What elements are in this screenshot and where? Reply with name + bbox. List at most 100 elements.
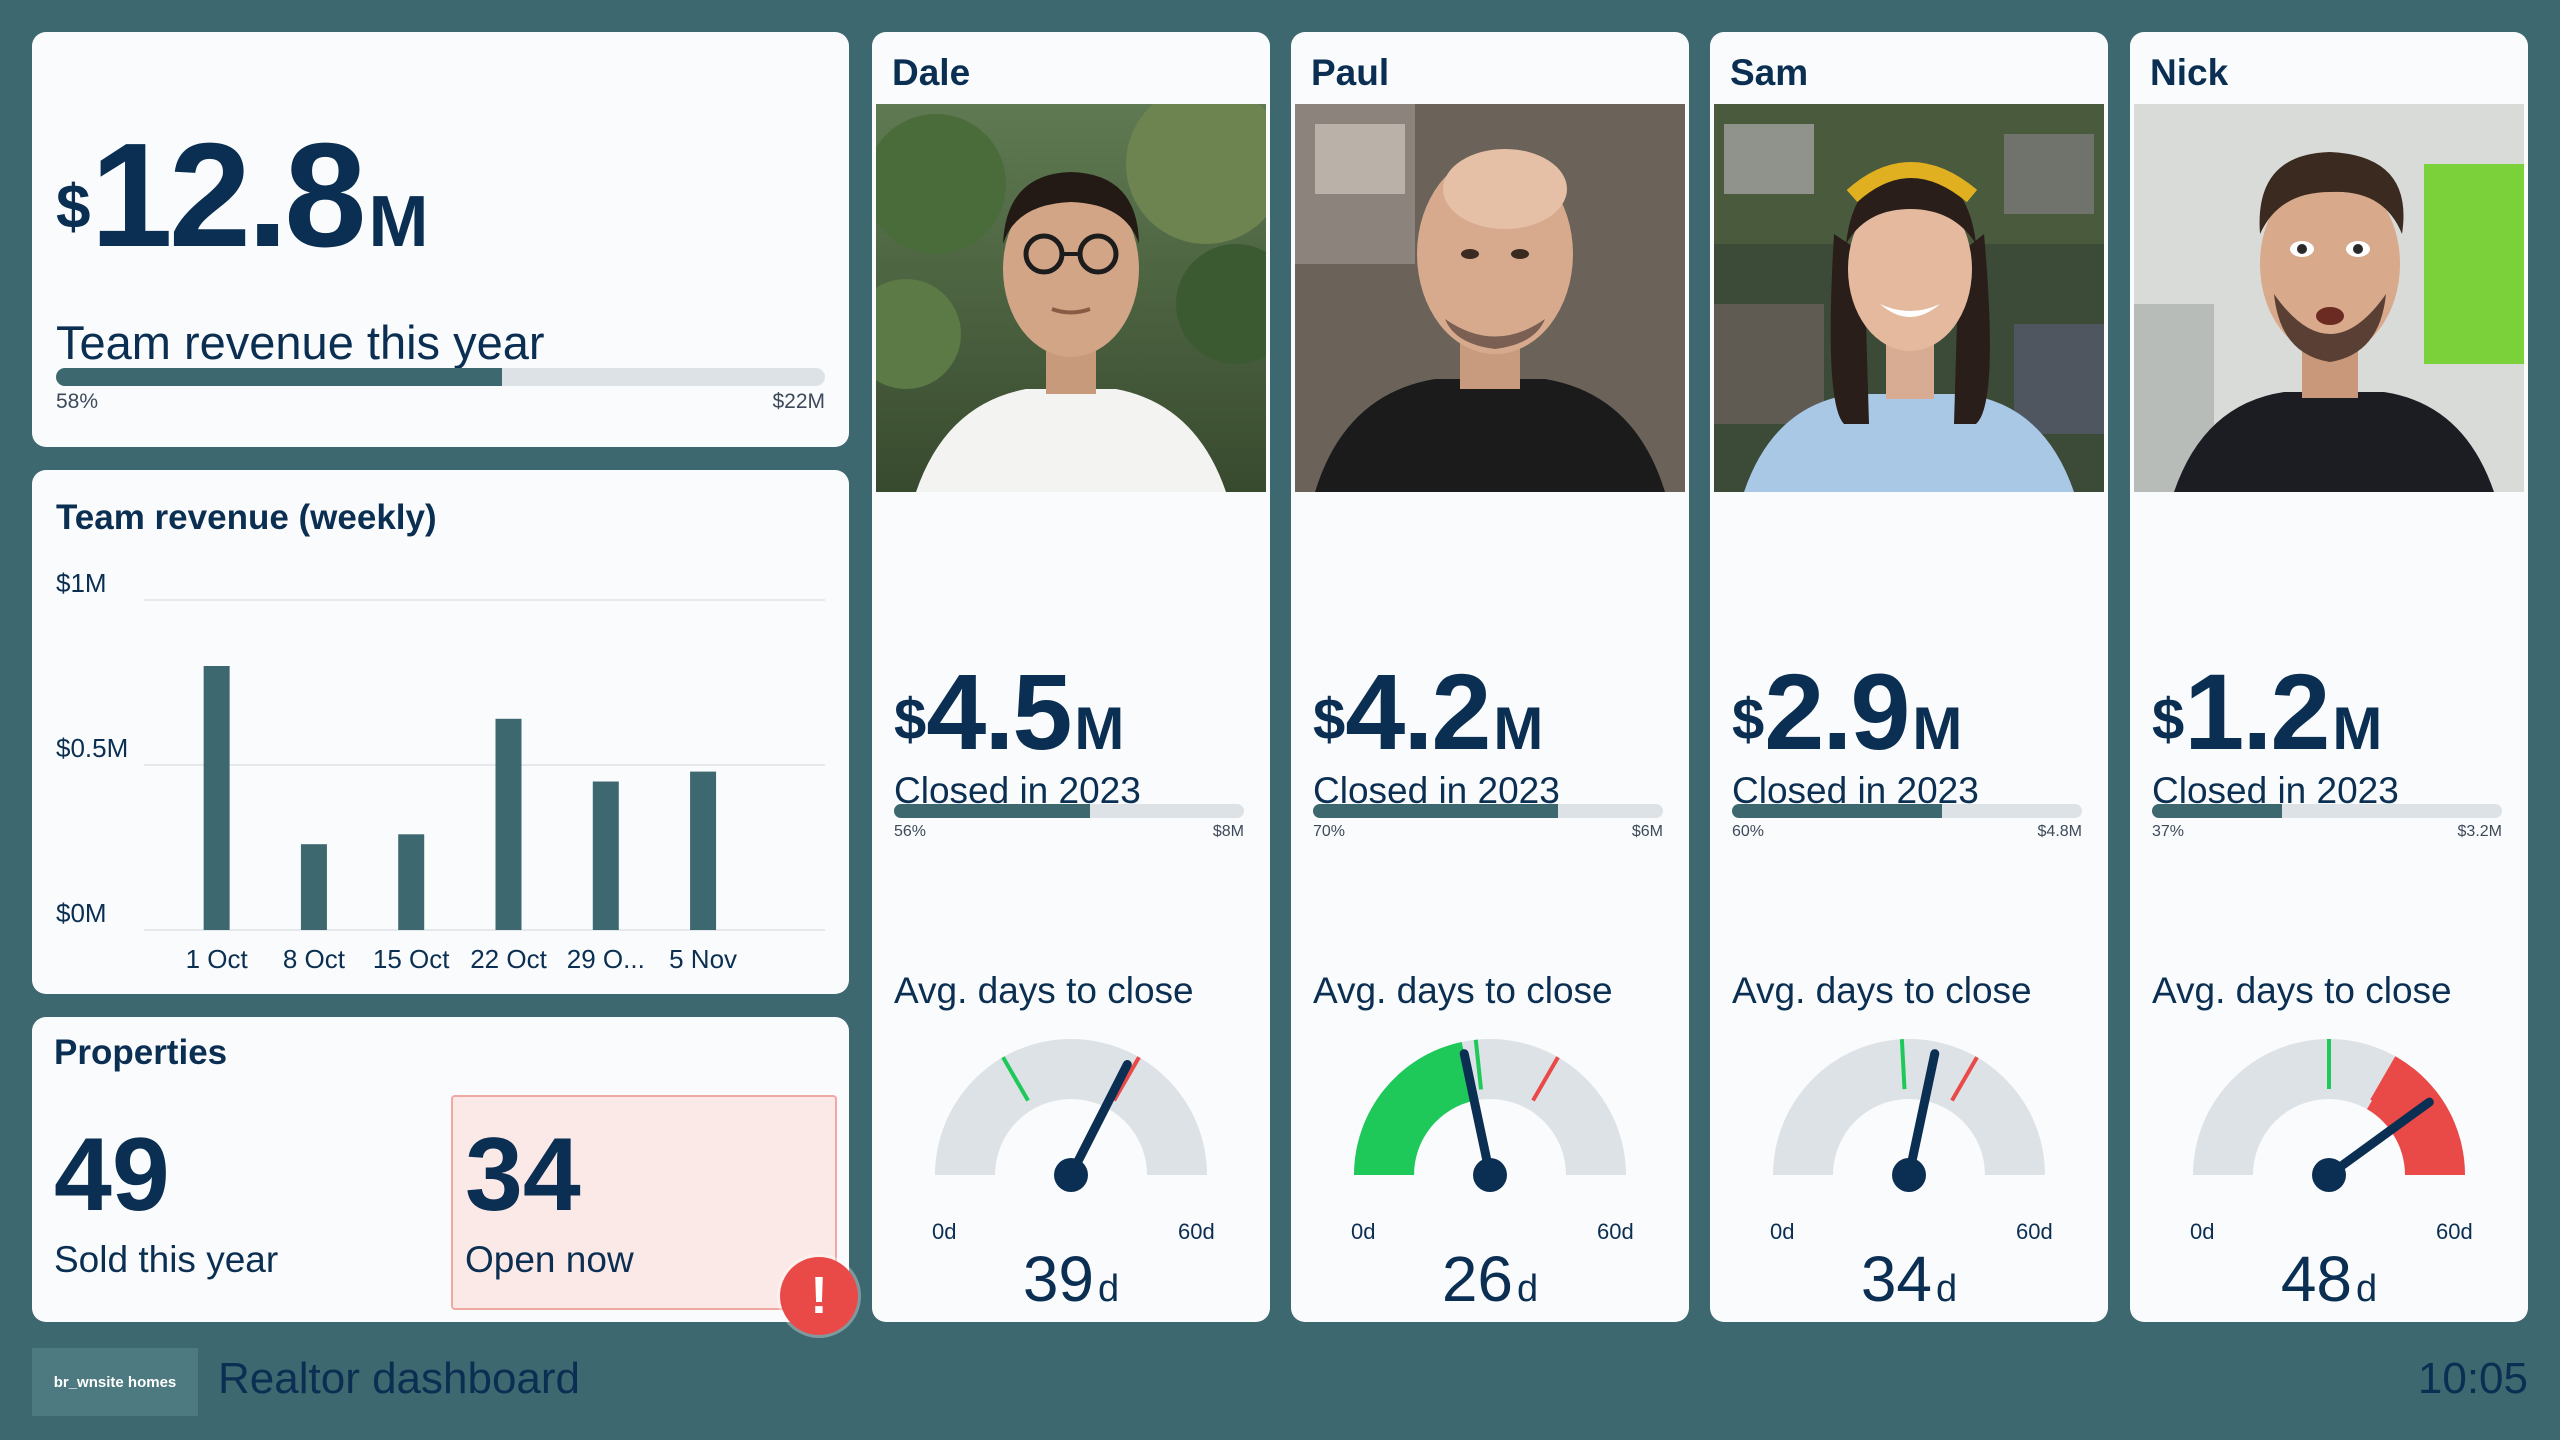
days-to-close-gauge bbox=[1354, 1039, 1626, 1192]
amount-unit: M bbox=[1912, 695, 1963, 762]
agent-card-paul[interactable]: Paul $4.2M Closed in 2023 70% $6M Avg. d… bbox=[1291, 32, 1689, 1322]
agent-progress-bar bbox=[2152, 804, 2502, 818]
weekly-revenue-card: Team revenue (weekly) $1M $0.5M $0M 1 Oct 8 … bbox=[32, 470, 849, 994]
days-unit: d bbox=[1517, 1268, 1539, 1310]
company-logo: br_wnsite homes bbox=[32, 1348, 198, 1416]
agent-photo bbox=[1295, 104, 1685, 492]
bar bbox=[203, 666, 230, 930]
red-threshold-mark bbox=[1112, 1056, 1141, 1102]
agent-progress-bar bbox=[1732, 804, 2082, 818]
days-value: 39 bbox=[1022, 1243, 1095, 1315]
amount-unit: M bbox=[1074, 695, 1125, 762]
y-tick-label: $1M bbox=[56, 568, 107, 598]
days-unit: d bbox=[2356, 1268, 2378, 1310]
gauge-hub bbox=[1054, 1158, 1088, 1192]
agent-closed-amount: $4.5M bbox=[894, 658, 1124, 766]
revenue-unit: M bbox=[368, 182, 429, 262]
open-label: Open now bbox=[465, 1239, 634, 1280]
amount-unit: M bbox=[2332, 695, 2383, 762]
weekly-chart-title: Team revenue (weekly) bbox=[56, 498, 437, 537]
x-tick-label: 29 O... bbox=[567, 944, 645, 974]
x-tick-label: 5 Nov bbox=[669, 944, 737, 974]
gauge-hub bbox=[2312, 1158, 2346, 1192]
properties-title: Properties bbox=[54, 1033, 228, 1072]
agent-card-dale[interactable]: Dale $4.5M Closed in 2023 56% $8M Avg. d… bbox=[872, 32, 1270, 1322]
green-threshold-mark bbox=[1899, 1039, 1907, 1090]
currency-symbol: $ bbox=[56, 173, 91, 242]
red-threshold-mark bbox=[1950, 1056, 1979, 1102]
agent-photo bbox=[2134, 104, 2524, 492]
exclamation-icon[interactable]: ! bbox=[780, 1257, 858, 1335]
red-threshold-mark bbox=[2370, 1056, 2399, 1102]
progress-percent: 58% bbox=[56, 390, 99, 413]
agent-name: Paul bbox=[1311, 52, 1390, 93]
days-to-close-gauge bbox=[2193, 1039, 2465, 1192]
team-revenue-card: $12.8M Team revenue this year 58% $22M bbox=[32, 32, 849, 447]
agent-progress-bar bbox=[1313, 804, 1663, 818]
progress-fill bbox=[1313, 804, 1558, 818]
dashboard-title: Realtor dashboard bbox=[218, 1354, 581, 1403]
green-threshold-mark bbox=[1473, 1039, 1483, 1090]
agent-card-nick[interactable]: Nick $1.2M Closed in 2023 37% $3.2M Avg.… bbox=[2130, 32, 2528, 1322]
gauge-needle bbox=[1904, 1049, 1940, 1180]
progress-target: $3.2M bbox=[2457, 823, 2502, 840]
gauge-value: 34 d bbox=[1710, 1242, 2108, 1316]
open-properties-alert-box[interactable]: 34 Open now bbox=[451, 1095, 837, 1310]
progress-target: $8M bbox=[1212, 823, 1244, 840]
progress-target: $4.8M bbox=[2037, 823, 2082, 840]
progress-target: $22M bbox=[772, 390, 825, 413]
sold-count: 49 bbox=[54, 1117, 170, 1233]
days-value: 34 bbox=[1860, 1243, 1933, 1315]
gauge-max-label: 60d bbox=[2016, 1219, 2053, 1244]
days-unit: d bbox=[1098, 1268, 1120, 1310]
gauge-min-label: 0d bbox=[932, 1219, 957, 1244]
agent-card-sam[interactable]: Sam $2.9M Closed in 2023 60% $4.8M Avg. … bbox=[1710, 32, 2108, 1322]
currency-symbol: $ bbox=[1732, 687, 1765, 752]
bar bbox=[592, 781, 619, 930]
amount-unit: M bbox=[1493, 695, 1544, 762]
avg-days-label: Avg. days to close bbox=[1732, 970, 2032, 1011]
avg-days-label: Avg. days to close bbox=[1313, 970, 1613, 1011]
gauge-fill-green bbox=[1354, 1041, 1475, 1175]
gauge-fill-red bbox=[2388, 1089, 2454, 1145]
agent-closed-amount: $2.9M bbox=[1732, 658, 1962, 766]
x-tick-label: 22 Oct bbox=[470, 944, 547, 974]
agent-name: Sam bbox=[1730, 52, 1809, 93]
gauge-min-label: 0d bbox=[1770, 1219, 1795, 1244]
revenue-value: 12.8 bbox=[90, 113, 366, 278]
agent-closed-amount: $4.2M bbox=[1313, 658, 1543, 766]
gauge-max-label: 60d bbox=[1178, 1219, 1215, 1244]
agent-photo bbox=[876, 104, 1266, 492]
progress-fill bbox=[1732, 804, 1942, 818]
agent-progress-bar bbox=[894, 804, 1244, 818]
agent-name: Nick bbox=[2150, 52, 2229, 93]
amount-value: 4.5 bbox=[926, 651, 1072, 772]
days-unit: d bbox=[1936, 1268, 1958, 1310]
gauge-value: 48 d bbox=[2130, 1242, 2528, 1316]
progress-target: $6M bbox=[1631, 823, 1663, 840]
days-to-close-gauge bbox=[935, 1039, 1207, 1192]
gauge-value: 26 d bbox=[1291, 1242, 1689, 1316]
bar bbox=[690, 771, 717, 930]
weekly-bar-chart: $1M $0.5M $0M 1 Oct 8 Oct 15 Oct 22 Oct 29 O...… bbox=[56, 568, 825, 974]
gauge-hub bbox=[1892, 1158, 1926, 1192]
agent-name: Dale bbox=[892, 52, 971, 93]
amount-value: 1.2 bbox=[2184, 651, 2330, 772]
gauge-max-label: 60d bbox=[2436, 1219, 2473, 1244]
gauge-track bbox=[935, 1039, 1207, 1175]
clock-time: 10:05 bbox=[2417, 1354, 2528, 1403]
currency-symbol: $ bbox=[2152, 687, 2185, 752]
sold-label: Sold this year bbox=[54, 1239, 279, 1280]
gauge-needle bbox=[1066, 1060, 1132, 1180]
gauge-track bbox=[1773, 1039, 2045, 1175]
gauge-needle bbox=[1459, 1049, 1495, 1180]
progress-percent: 37% bbox=[2152, 823, 2185, 840]
progress-fill bbox=[894, 804, 1090, 818]
days-to-close-gauge bbox=[1773, 1039, 2045, 1192]
days-value: 26 bbox=[1441, 1243, 1514, 1315]
y-tick-label: $0.5M bbox=[56, 733, 128, 763]
progress-percent: 56% bbox=[894, 823, 927, 840]
currency-symbol: $ bbox=[1313, 687, 1346, 752]
x-tick-label: 8 Oct bbox=[283, 944, 346, 974]
gauge-max-label: 60d bbox=[1597, 1219, 1634, 1244]
